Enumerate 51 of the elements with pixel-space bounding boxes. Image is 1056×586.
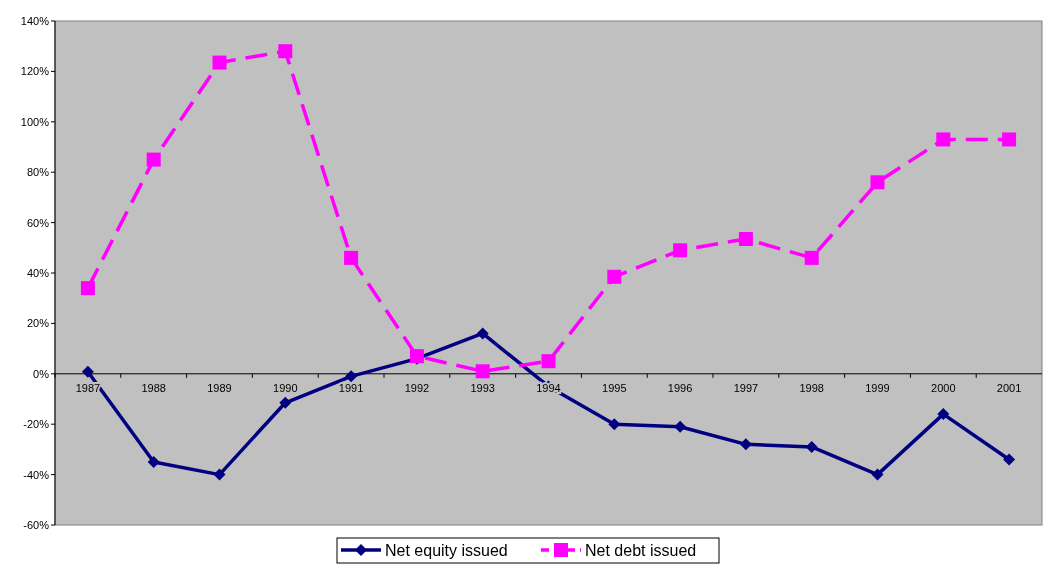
- x-tick-label: 1995: [602, 381, 627, 394]
- y-tick-label: 40%: [26, 267, 50, 279]
- x-tick-label: 1992: [404, 381, 430, 394]
- y-tick-label: 100%: [20, 115, 50, 128]
- point: [212, 55, 227, 70]
- point: [674, 420, 687, 433]
- x-tick-label: 1993: [470, 381, 495, 394]
- point: [81, 365, 94, 378]
- point: [804, 250, 819, 265]
- point: [936, 132, 951, 147]
- legend-label: Net equity issued: [385, 542, 508, 559]
- point: [278, 44, 293, 59]
- x-tick-label: 1999: [865, 381, 890, 394]
- point: [475, 364, 490, 379]
- point: [279, 396, 292, 409]
- y-tick-label: -20%: [23, 418, 50, 431]
- point: [871, 468, 884, 481]
- point: [937, 408, 950, 421]
- x-tick-label: 2001: [996, 381, 1022, 394]
- y-tick-label: -40%: [23, 468, 50, 481]
- x-tick-label: 1990: [273, 381, 298, 394]
- y-tick-label: 60%: [26, 216, 50, 229]
- x-tick-label: 1997: [733, 381, 759, 394]
- point: [739, 438, 752, 451]
- point: [1003, 453, 1016, 466]
- x-tick-label: 1989: [207, 381, 232, 394]
- y-tick-label: 20%: [26, 317, 50, 330]
- legend-label: Net debt issued: [585, 542, 697, 559]
- x-tick-label: 1998: [799, 381, 824, 394]
- point: [738, 231, 753, 246]
- y-tick-label: 0%: [33, 367, 50, 380]
- y-tick-label: 80%: [26, 166, 50, 179]
- point: [146, 152, 161, 167]
- point: [541, 354, 556, 369]
- point: [607, 269, 622, 284]
- point: [147, 456, 160, 468]
- y-tick-label: 120%: [20, 65, 50, 78]
- point: [1002, 132, 1017, 147]
- point: [870, 175, 885, 190]
- point: [345, 370, 358, 383]
- point: [344, 250, 359, 265]
- point: [673, 243, 688, 258]
- x-tick-label: 1988: [141, 381, 166, 394]
- point: [80, 281, 95, 296]
- point: [213, 468, 226, 481]
- x-tick-label: 1991: [338, 381, 364, 394]
- y-tick-label: 140%: [20, 15, 50, 27]
- point: [476, 327, 489, 340]
- x-tick-label: 1996: [667, 381, 693, 394]
- y-tick-label: -60%: [23, 519, 50, 531]
- x-tick-label: 2000: [931, 381, 956, 394]
